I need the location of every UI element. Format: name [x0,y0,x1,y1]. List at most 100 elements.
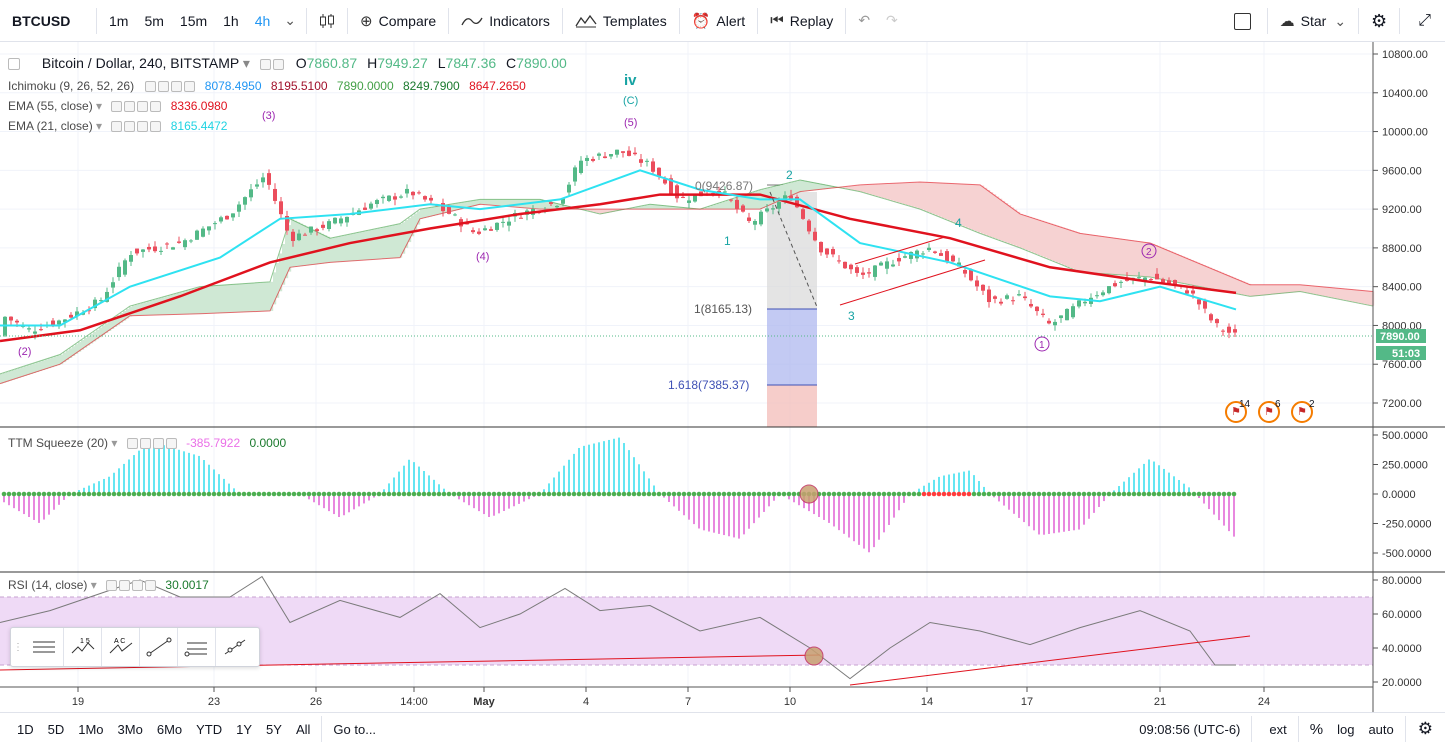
cloud-segment [636,206,640,210]
alert-button[interactable]: ⏰ Alert [684,0,753,42]
close-icon[interactable] [184,81,196,93]
settings-icon[interactable] [158,81,170,93]
interval-1h[interactable]: 1h [223,12,239,29]
compare-button[interactable]: ⊕ Compare [352,0,444,42]
alarm-clock-icon: ⏰ [691,12,711,30]
dropdown-icon[interactable]: ▾ [92,119,103,133]
series-controls[interactable] [259,55,286,71]
price-axis[interactable]: 10800.00 10400.00 10000.00 9600.00 9200.00 88… [1373,49,1432,689]
cloud-segment [1347,289,1351,301]
ttm-legend[interactable]: TTM Squeeze (20) ▾ -385.7922 0.0000 [8,436,286,450]
elliott-abc-tool-icon[interactable]: A C [101,628,139,666]
range-1d[interactable]: 1D [17,721,34,737]
source-icon[interactable] [171,81,183,93]
range-1y[interactable]: 1Y [236,721,253,737]
squeeze-dot [891,491,897,497]
interval-4h[interactable]: 4h [254,12,271,29]
interval-15m[interactable]: 15m [179,12,208,29]
dropdown-icon[interactable]: ▾ [108,436,118,450]
redo-button[interactable]: ↷ [886,12,898,28]
range-1mo[interactable]: 1Mo [78,721,104,737]
add-icon[interactable] [132,580,144,592]
replay-button[interactable]: ⏮ Replay [762,0,841,42]
fullscreen-toggle-button[interactable] [1222,0,1263,42]
add-icon[interactable] [137,101,149,113]
add-icon[interactable] [152,438,164,450]
time-axis[interactable]: 19 23 26 14:00 May 4 7 10 14 17 21 24 [72,687,1270,708]
ext-toggle[interactable]: ext [1269,721,1287,737]
cloud-segment [972,184,976,231]
event-badge-1[interactable]: ⚑ [1225,401,1247,423]
close-icon[interactable] [150,121,162,133]
event-badge-3[interactable]: ⚑ [1291,401,1313,423]
interval-dropdown-icon[interactable]: ⌄ [284,12,297,28]
price-tick-label: 10000.00 [1382,127,1428,139]
ichimoku-legend[interactable]: Ichimoku (9, 26, 52, 26) 8078.4950 8195.… [8,79,526,93]
eye-icon[interactable] [259,58,271,70]
close-icon[interactable] [165,438,177,450]
range-ytd[interactable]: YTD [196,721,223,737]
range-3mo[interactable]: 3Mo [117,721,143,737]
squeeze-dot [1131,491,1137,497]
eye-icon[interactable] [126,438,138,450]
ema55-legend[interactable]: EMA (55, close) ▾ 8336.0980 [8,99,227,113]
trend-line-tool-icon[interactable] [139,628,177,666]
cloud-segment [1206,266,1210,288]
settings-icon[interactable] [139,438,151,450]
cloud-segment [150,300,154,316]
horizontal-lines-tool-icon[interactable] [25,628,63,666]
cloud-segment [864,184,868,193]
fib-retracement-tool-icon[interactable] [177,628,215,666]
indicators-button[interactable]: Indicators [453,0,558,42]
eye-icon[interactable] [145,81,157,93]
chart-canvas[interactable]: 10800.00 10400.00 10000.00 9600.00 9200.00 88… [0,42,1445,716]
settings-icon[interactable] [124,121,136,133]
expand-button[interactable]: ⤢ [1404,0,1445,42]
goto-button[interactable]: Go to... [333,721,377,737]
series-title[interactable]: Bitcoin / Dollar, 240, BITSTAMP [41,55,240,71]
ema21-legend[interactable]: EMA (21, close) ▾ 8165.4472 [8,119,227,133]
interval-5m[interactable]: 5m [144,12,164,29]
symbol-search[interactable]: BTCUSD [12,12,71,29]
settings-icon[interactable] [272,58,284,70]
collapse-icon[interactable] [8,58,20,71]
ema55-line [0,193,1237,343]
range-5d[interactable]: 5D [47,721,65,737]
squeeze-dot [206,491,212,497]
log-toggle[interactable]: log [1337,721,1355,737]
settings-button[interactable]: ⚙ [1363,0,1395,42]
range-all[interactable]: All [295,721,311,737]
cloud-segment [807,181,811,191]
close-icon[interactable] [145,580,157,592]
event-badge-2[interactable]: ⚑ [1258,401,1280,423]
eye-icon[interactable] [111,121,123,133]
squeeze-dot [446,491,452,497]
add-icon[interactable] [137,121,149,133]
chart-settings-button[interactable]: ⚙ [1410,719,1445,739]
star-button[interactable]: ☁ Star ⌄ [1272,0,1354,42]
eye-icon[interactable] [111,101,123,113]
chart-style-button[interactable] [311,0,343,42]
undo-button[interactable]: ↶ [858,12,871,28]
drag-handle[interactable]: ⋮ [13,641,23,653]
interval-1m[interactable]: 1m [109,12,129,29]
clock-display[interactable]: 09:08:56 (UTC-6) [1139,721,1241,737]
rsi-legend[interactable]: RSI (14, close) ▾ 30.0017 [8,578,209,592]
cloud-segment [531,199,535,209]
candle-body [897,257,901,262]
dropdown-icon[interactable]: ▾ [92,99,103,113]
percent-toggle[interactable]: % [1309,720,1324,738]
settings-icon[interactable] [124,101,136,113]
settings-icon[interactable] [119,580,131,592]
elliott-impulse-tool-icon[interactable]: 1 5 [63,628,101,666]
range-5y[interactable]: 5Y [266,721,282,737]
ray-tool-icon[interactable] [215,628,253,666]
range-6mo[interactable]: 6Mo [156,721,183,737]
dropdown-icon[interactable]: ▾ [242,55,250,71]
templates-button[interactable]: Templates [567,0,675,42]
close-icon[interactable] [150,101,162,113]
ema55-value: 8336.0980 [170,99,228,113]
dropdown-icon[interactable]: ▾ [87,578,97,592]
eye-icon[interactable] [106,580,118,592]
auto-toggle[interactable]: auto [1368,721,1394,737]
